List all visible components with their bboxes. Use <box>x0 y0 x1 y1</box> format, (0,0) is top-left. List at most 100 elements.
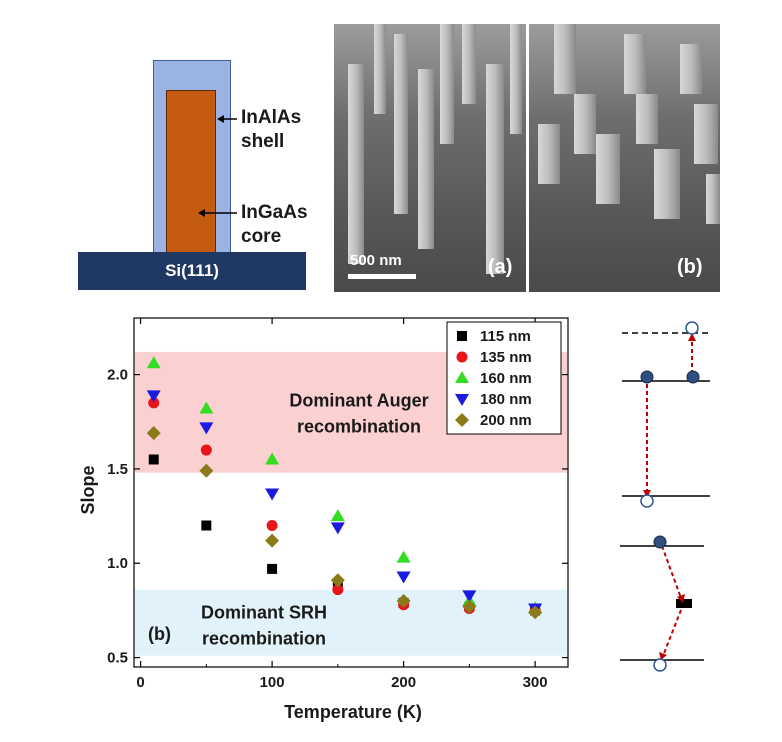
auger-region-label: Dominant Auger <box>289 390 428 410</box>
legend-entry: 160 nm <box>480 370 532 387</box>
y-tick-label: 0.5 <box>107 650 128 667</box>
data-point <box>265 488 280 501</box>
data-point <box>396 593 411 608</box>
energy-level-diagram <box>620 321 710 672</box>
panel-a-label: (a) <box>488 256 513 278</box>
data-point <box>396 571 411 584</box>
x-axis-label: Temperature (K) <box>284 702 422 722</box>
nanowire <box>680 44 702 94</box>
legend-entry: 200 nm <box>480 412 532 429</box>
data-point <box>330 522 345 535</box>
schematic-substrate: Si(111) <box>78 252 306 290</box>
trap-level <box>676 599 692 608</box>
y-tick-label: 2.0 <box>107 367 128 384</box>
arrowhead <box>688 333 696 341</box>
legend-marker <box>455 394 469 406</box>
srh-region <box>135 589 567 656</box>
data-point <box>265 452 280 465</box>
nanowire <box>486 64 504 274</box>
electron <box>686 370 700 384</box>
arrowhead <box>643 490 651 498</box>
nanowire <box>636 94 658 144</box>
data-point <box>265 533 280 548</box>
y-tick-label: 1.0 <box>107 555 128 572</box>
nanowire <box>462 24 476 104</box>
x-tick-label: 0 <box>136 674 144 691</box>
nanowire <box>694 104 718 164</box>
data-point <box>266 520 278 532</box>
data-point <box>330 573 345 588</box>
data-point <box>330 509 345 522</box>
data-point <box>148 454 159 465</box>
core-arrowhead <box>198 209 205 217</box>
electron <box>653 535 667 549</box>
nanowire <box>554 24 576 94</box>
legend-entry: 115 nm <box>480 328 531 345</box>
data-point <box>267 563 278 574</box>
shell-arrowhead <box>217 115 224 123</box>
electron <box>640 370 654 384</box>
sem-divider <box>526 24 529 292</box>
nanowire <box>574 94 596 154</box>
legend-entry: 135 nm <box>480 349 532 366</box>
data-point <box>199 401 214 414</box>
schematic-arrows <box>198 115 237 217</box>
nanowire <box>538 124 560 184</box>
nanowire <box>706 174 720 224</box>
schematic-core <box>166 90 216 255</box>
nanowire <box>596 134 620 204</box>
srh-recombination-arrow <box>662 609 682 657</box>
plot-frame <box>133 317 569 668</box>
panel-b-label: (b) <box>677 256 703 278</box>
data-point <box>146 356 161 369</box>
data-point <box>148 397 160 409</box>
legend-marker <box>455 413 469 427</box>
data-point <box>199 422 214 435</box>
data-point <box>200 444 212 456</box>
nanowire <box>374 24 386 114</box>
data-point <box>528 605 543 620</box>
data-point <box>146 390 161 403</box>
x-tick-label: 300 <box>523 674 548 691</box>
sem-images <box>334 24 720 292</box>
arrowhead <box>677 594 685 603</box>
data-point <box>396 550 411 563</box>
data-point <box>199 463 214 478</box>
nanowire <box>440 24 454 144</box>
nanowire <box>624 34 646 94</box>
data-point <box>332 584 344 596</box>
hole <box>653 658 667 672</box>
data-point <box>201 520 212 531</box>
nanowire-drawing <box>348 24 720 279</box>
chart-panel-label: (b) <box>148 624 171 644</box>
data-point <box>462 599 477 614</box>
x-tick-label: 200 <box>391 674 416 691</box>
legend-entry: 180 nm <box>480 391 532 408</box>
data-point <box>146 426 161 441</box>
srh-region-label: Dominant SRH <box>201 603 327 623</box>
y-axis-label: Slope <box>78 465 98 514</box>
legend-marker <box>457 331 467 341</box>
legend-marker <box>455 371 469 383</box>
nanowire <box>394 34 408 214</box>
auger-region-label: recombination <box>297 416 421 436</box>
nanowire <box>418 69 434 249</box>
legend-marker <box>456 351 468 363</box>
nanowire <box>348 64 364 264</box>
shell-label: InAlAs shell <box>241 107 302 152</box>
core-label: InGaAs core <box>241 202 308 247</box>
scale-bar <box>348 274 416 279</box>
nanowire <box>654 149 680 219</box>
hole <box>640 494 654 508</box>
hot-carrier <box>685 321 699 335</box>
arrowhead <box>659 652 667 660</box>
srh-capture-arrow <box>661 545 682 599</box>
x-tick-label: 100 <box>260 674 285 691</box>
scale-bar-label: 500 nm <box>350 252 402 269</box>
substrate-label: Si(111) <box>165 261 219 280</box>
srh-region-label: recombination <box>202 629 326 649</box>
nanowire <box>510 24 522 134</box>
data-point <box>462 590 477 603</box>
y-tick-label: 1.5 <box>107 461 128 478</box>
